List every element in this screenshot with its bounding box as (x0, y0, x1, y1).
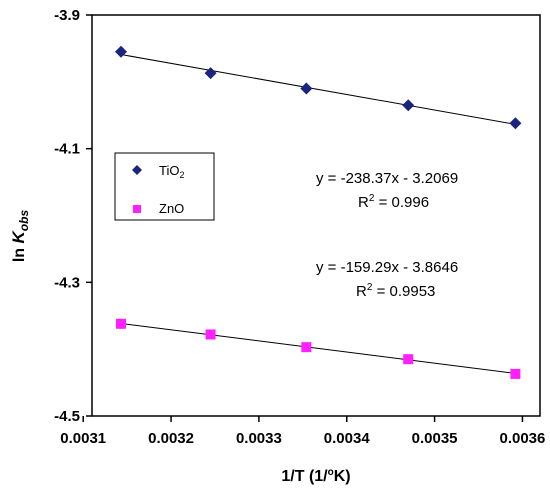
x-axis-title-sup: o (328, 467, 334, 478)
legend-tio2-sub: 2 (179, 170, 184, 180)
y-tick-label: -3.9 (54, 7, 80, 24)
y-axis-title: ln Kobs (9, 210, 31, 263)
legend-tio2-marker (132, 165, 142, 175)
legend: TiO2 ZnO (114, 152, 215, 221)
data-point-series-1 (301, 342, 312, 353)
data-point-series-1 (510, 368, 521, 379)
tio2-r2-main: R (358, 194, 369, 211)
x-tick-label: 0.0032 (148, 430, 194, 447)
legend-tio2-main: TiO (159, 163, 179, 178)
y-axis-ticks: -3.9 -4.1 -4.3 -4.5 (54, 7, 92, 425)
legend-zno-label: ZnO (159, 201, 184, 216)
tio2-r2-tail: = 0.996 (374, 194, 429, 211)
y-axis-title-var: K (9, 229, 28, 243)
data-points (114, 45, 522, 379)
data-point-series-0 (204, 67, 217, 80)
zno-r2-sup: 2 (367, 282, 373, 293)
tio2-r2: R2 = 0.996 (358, 193, 429, 211)
data-point-series-1 (205, 329, 216, 340)
x-tick-label: 0.0035 (412, 430, 458, 447)
tio2-r2-sup: 2 (369, 193, 375, 204)
legend-zno-main: ZnO (159, 201, 184, 216)
y-tick-label: -4.5 (54, 408, 80, 425)
x-axis-title-tail: K) (334, 468, 351, 485)
x-axis-title-main: 1/T (1/ (281, 468, 328, 485)
data-point-series-1 (115, 318, 126, 329)
legend-tio2-label: TiO2 (159, 163, 184, 180)
y-axis-title-sub: obs (17, 210, 31, 232)
x-axis-title: 1/T (1/oK) (281, 467, 350, 485)
zno-r2: R2 = 0.9953 (356, 282, 435, 300)
y-tick-label: -4.1 (54, 141, 80, 158)
x-tick-label: 0.0036 (499, 430, 545, 447)
legend-zno-marker (133, 205, 141, 213)
x-tick-label: 0.0033 (236, 430, 282, 447)
data-point-series-1 (403, 354, 414, 365)
data-point-series-0 (300, 82, 313, 95)
x-tick-label: 0.0034 (324, 430, 371, 447)
zno-equation: y = -159.29x - 3.8646 (316, 259, 458, 276)
y-axis-title-main: ln (11, 243, 28, 262)
zno-r2-main: R (356, 283, 367, 300)
y-tick-label: -4.3 (54, 274, 80, 291)
fit-line-series-1 (120, 322, 516, 374)
data-point-series-0 (114, 45, 127, 58)
x-tick-label: 0.0031 (60, 430, 106, 447)
fit-line-series-0 (120, 54, 516, 125)
x-axis-ticks: 0.0031 0.0032 0.0033 0.0034 0.0035 0.0036 (60, 416, 545, 447)
zno-r2-tail: = 0.9953 (372, 283, 435, 300)
data-point-series-0 (402, 99, 415, 112)
tio2-equation: y = -238.37x - 3.2069 (316, 170, 458, 187)
legend-box (114, 152, 215, 221)
data-point-series-0 (509, 117, 522, 130)
fit-lines (120, 54, 516, 374)
